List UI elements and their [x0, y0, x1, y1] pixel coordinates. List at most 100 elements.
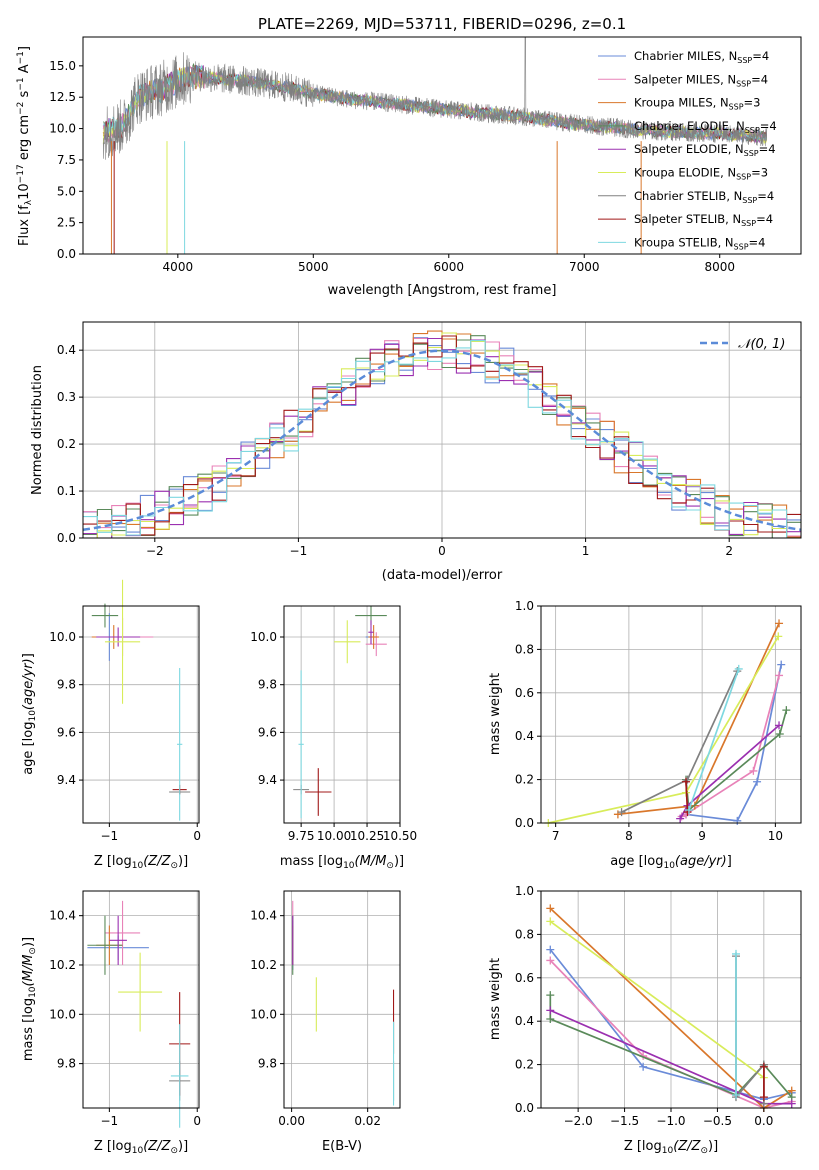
- errorbar-point: [91, 603, 119, 628]
- y-tick-label: 12.5: [49, 90, 76, 104]
- y-tick-label: 9.8: [258, 1057, 277, 1071]
- plus-marker: [546, 917, 555, 926]
- x-tick-label: 0.0: [754, 1114, 773, 1128]
- y-tick-label: 9.8: [57, 678, 76, 692]
- y-tick-label: 0.2: [515, 1058, 534, 1072]
- plus-marker: [775, 721, 784, 730]
- errorbar-point: [87, 915, 123, 975]
- x-tick-label: 0: [193, 829, 201, 843]
- mass-weight-series-line: [688, 668, 740, 811]
- y-tick-label: 0.8: [515, 927, 534, 941]
- errorbar-point: [170, 1024, 189, 1128]
- legend-label: Kroupa ELODIE, NSSP=3: [634, 166, 768, 182]
- y-tick-label: 0.6: [515, 971, 534, 985]
- y-tick-label: 0.0: [57, 531, 76, 545]
- x-tick-label: −1.0: [656, 1114, 685, 1128]
- plus-marker: [782, 706, 791, 715]
- x-tick-label: 10.00: [317, 829, 351, 843]
- legend-label: Chabrier STELIB, NSSP=4: [634, 189, 774, 205]
- mw-age-ylabel: mass weight: [488, 673, 503, 755]
- y-tick-label: 0.4: [515, 729, 534, 743]
- y-tick-label: 10.2: [250, 958, 277, 972]
- y-tick-label: 15.0: [49, 59, 76, 73]
- y-tick-label: 10.0: [49, 122, 76, 136]
- mw-z-xlabel: Z [log10(Z/Z⊙)]: [624, 1139, 718, 1156]
- plus-marker: [639, 1062, 648, 1071]
- plus-marker: [546, 1015, 555, 1024]
- plus-marker: [749, 766, 758, 775]
- errorbar-point: [365, 632, 387, 657]
- y-tick-label: 10.2: [49, 958, 76, 972]
- y-tick-label: 9.6: [258, 725, 277, 739]
- mass-weight-series-line: [549, 920, 765, 1079]
- plus-marker: [732, 949, 740, 958]
- x-tick-label: 1: [582, 544, 590, 558]
- plus-marker: [546, 904, 555, 913]
- y-tick-label: 0.2: [57, 437, 76, 451]
- y-tick-label: 0.0: [515, 1101, 534, 1115]
- mass-ebv-xlabel: E(B-V): [322, 1139, 362, 1154]
- y-tick-label: 10.0: [250, 630, 277, 644]
- plus-marker: [682, 777, 691, 786]
- age-mass-axes-frame: [283, 605, 401, 824]
- mw-age-axes-frame: [540, 605, 802, 824]
- plus-marker: [759, 1062, 768, 1071]
- x-tick-label: 10.50: [383, 829, 417, 843]
- plus-marker: [684, 805, 693, 814]
- plus-marker: [733, 816, 742, 825]
- x-tick-label: −1.5: [610, 1114, 639, 1128]
- y-tick-label: 0.2: [515, 773, 534, 787]
- observed-spectrum-line: [103, 37, 768, 160]
- y-tick-label: 1.0: [515, 599, 534, 613]
- legend-label: Kroupa MILES, NSSP=3: [634, 96, 760, 112]
- x-tick-label: −1: [101, 829, 119, 843]
- legend-label: Chabrier MILES, NSSP=4: [634, 49, 769, 65]
- legend-label: Chabrier ELODIE, NSSP=4: [634, 119, 777, 135]
- mass-vs-metallicity-panel: −1 0 9.8 10.0 10.2 10.4 Z [log10(Z/Z⊙)] mass …: [21, 890, 201, 1156]
- errorbar-point: [177, 668, 183, 821]
- y-tick-label: 0.0: [57, 247, 76, 261]
- residual-histogram-panel: −2 −1 0 1 2 0.0 0.1 0.2 0.3 0.4 (data-model)/erro…: [30, 321, 802, 583]
- y-tick-label: 10.0: [49, 1007, 76, 1021]
- y-tick-label: 10.4: [250, 909, 277, 923]
- legend-label: Salpeter MILES, NSSP=4: [634, 72, 768, 88]
- errorbar-point: [305, 768, 332, 816]
- plus-marker: [546, 945, 555, 954]
- x-tick-label: 9: [698, 829, 706, 843]
- x-tick-label: 8000: [704, 260, 735, 274]
- errorbar-point: [96, 627, 141, 647]
- errorbar-point: [368, 625, 379, 649]
- mass-z-xlabel: Z [log10(Z/Z⊙)]: [94, 1139, 188, 1156]
- gaussian-curve: [83, 349, 801, 532]
- plus-marker: [676, 814, 685, 823]
- age-mass-xlabel: mass [log10(M/M⊙)]: [280, 854, 404, 871]
- y-tick-label: 0.6: [515, 686, 534, 700]
- y-tick-label: 0.4: [515, 1014, 534, 1028]
- spectrum-legend: Chabrier MILES, NSSP=4 Salpeter MILES, NS…: [598, 49, 777, 251]
- age-z-ylabel: age [log10(age/yr)]: [21, 653, 38, 775]
- plus-marker: [775, 730, 784, 739]
- mw-z-ylabel: mass weight: [488, 958, 503, 1040]
- mass-weight-series-line: [681, 675, 780, 818]
- x-tick-label: 0: [438, 544, 446, 558]
- x-tick-label: 0.00: [278, 1114, 305, 1128]
- plus-marker: [775, 671, 784, 680]
- x-tick-label: −1: [290, 544, 308, 558]
- y-tick-label: 9.4: [258, 773, 277, 787]
- y-tick-label: 9.6: [57, 725, 76, 739]
- mass-ebv-axes-frame: [283, 890, 401, 1109]
- errorbar-point: [298, 670, 304, 819]
- y-tick-label: 0.4: [57, 343, 76, 357]
- mass-weight-series-line: [548, 635, 780, 824]
- massweight-vs-metallicity-panel: −2.0 −1.5 −1.0 −0.5 0.0 0.0 0.2 0.4 0.6 0.8 1.0 Z …: [488, 884, 802, 1156]
- spectrum-ylabel: Flux [fλ10−17 erg cm−2 s−1 A−1]: [16, 46, 34, 246]
- x-tick-label: 0.02: [354, 1114, 381, 1128]
- errorbar-point: [109, 915, 127, 965]
- x-tick-label: 0: [193, 1114, 201, 1128]
- y-tick-label: 0.3: [57, 390, 76, 404]
- y-tick-label: 10.0: [250, 1007, 277, 1021]
- age-z-xlabel: Z [log10(Z/Z⊙)]: [94, 854, 188, 871]
- age-z-axes-frame: [82, 605, 200, 824]
- x-tick-label: 5000: [298, 260, 329, 274]
